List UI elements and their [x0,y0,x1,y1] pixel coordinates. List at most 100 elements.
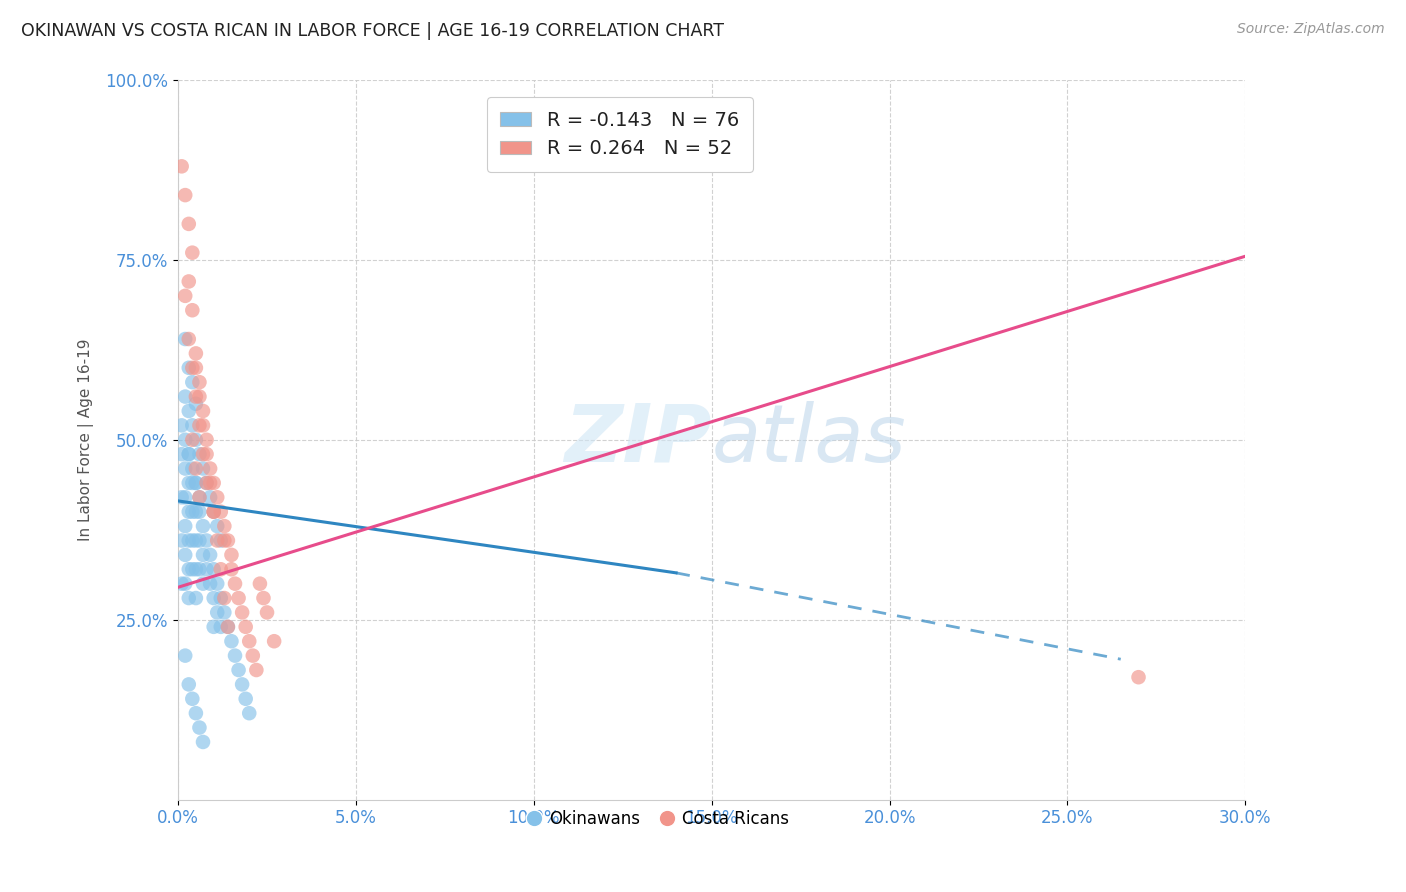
Point [181,303,204,318]
Point [174,648,197,663]
Text: ZIP: ZIP [564,401,711,479]
Point [217,620,239,634]
Point [174,188,197,202]
Point [184,706,207,721]
Point [231,606,253,620]
Text: Source: ZipAtlas.com: Source: ZipAtlas.com [1237,22,1385,37]
Point [170,447,193,461]
Point [181,691,204,706]
Point [245,663,267,677]
Point [170,491,193,505]
Point [177,447,200,461]
Point [202,620,225,634]
Point [224,576,246,591]
Point [195,433,218,447]
Point [181,245,204,260]
Point [191,548,214,562]
Point [188,491,211,505]
Point [214,606,236,620]
Point [177,677,200,691]
Point [181,360,204,375]
Point [242,648,264,663]
Point [188,562,211,576]
Point [228,591,250,605]
Point [177,404,200,418]
Point [191,404,214,418]
Point [188,533,211,548]
Point [184,360,207,375]
Point [198,576,221,591]
Point [177,533,200,548]
Point [174,289,197,303]
Point [195,562,218,576]
Point [202,505,225,519]
Point [181,433,204,447]
Point [177,505,200,519]
Point [224,648,246,663]
Text: atlas: atlas [711,401,907,479]
Point [263,634,285,648]
Point [170,418,193,433]
Point [231,677,253,691]
Point [238,706,260,721]
Point [1128,670,1150,684]
Point [181,505,204,519]
Point [184,346,207,360]
Point [235,691,257,706]
Point [217,620,239,634]
Point [188,390,211,404]
Point [174,433,197,447]
Point [188,447,211,461]
Point [177,217,200,231]
Point [181,418,204,433]
Point [209,591,232,605]
Point [207,491,229,505]
Point [181,533,204,548]
Point [191,519,214,533]
Point [209,533,232,548]
Legend: Okinawans, Costa Ricans: Okinawans, Costa Ricans [522,803,796,834]
Point [198,548,221,562]
Point [184,533,207,548]
Point [195,475,218,490]
Point [198,461,221,475]
Point [202,505,225,519]
Point [184,397,207,411]
Point [174,491,197,505]
Point [177,591,200,605]
Point [207,576,229,591]
Point [198,491,221,505]
Point [191,576,214,591]
Point [181,461,204,475]
Point [188,491,211,505]
Point [207,533,229,548]
Point [170,159,193,173]
Point [207,519,229,533]
Point [184,475,207,490]
Point [191,461,214,475]
Point [209,562,232,576]
Point [207,606,229,620]
Point [191,418,214,433]
Point [202,505,225,519]
Y-axis label: In Labor Force | Age 16-19: In Labor Force | Age 16-19 [79,338,94,541]
Point [249,576,271,591]
Point [181,375,204,389]
Point [184,475,207,490]
Point [170,533,193,548]
Point [184,505,207,519]
Point [174,519,197,533]
Point [174,390,197,404]
Point [195,475,218,490]
Point [177,562,200,576]
Point [177,332,200,346]
Point [188,418,211,433]
Point [184,433,207,447]
Point [209,505,232,519]
Point [214,591,236,605]
Point [184,390,207,404]
Point [184,591,207,605]
Point [177,447,200,461]
Point [177,275,200,289]
Point [252,591,274,605]
